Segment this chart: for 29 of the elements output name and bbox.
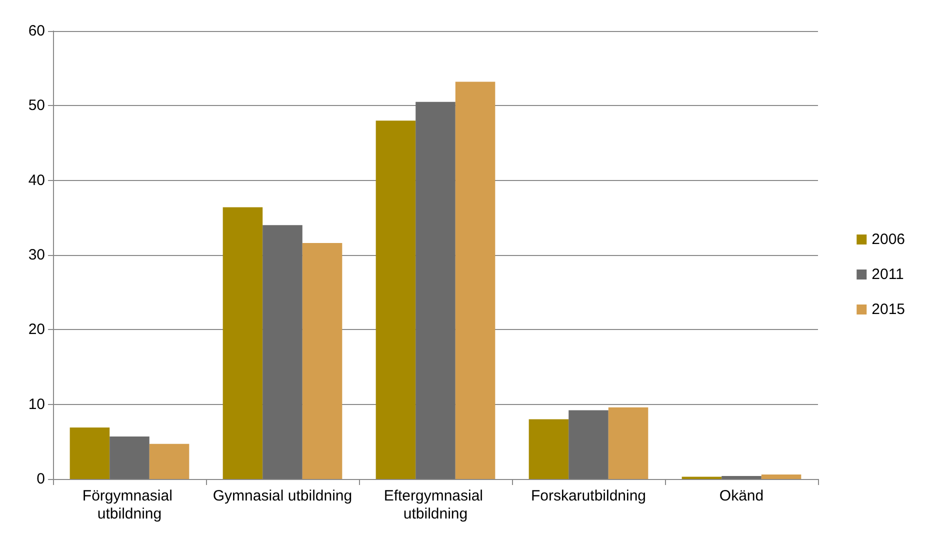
bar (222, 207, 263, 479)
y-tick-label: 50 (28, 97, 45, 114)
y-tick-label: 10 (28, 396, 45, 413)
bar (70, 427, 110, 479)
bar (149, 444, 190, 479)
bar (416, 102, 456, 479)
y-tick-label: 30 (28, 246, 45, 264)
bar (302, 243, 342, 479)
bar (110, 436, 150, 479)
bar (376, 120, 416, 479)
x-tick-label: Gymnasial utbildning (212, 488, 352, 504)
x-tick-label: Förgymnasial utbildning (82, 488, 177, 522)
y-tick-label: 40 (28, 172, 45, 189)
x-tick-label: Forskarutbildning (530, 488, 646, 504)
bar (262, 225, 302, 479)
bar (608, 407, 648, 479)
bar (455, 82, 496, 479)
bar (568, 410, 608, 479)
bar (722, 476, 762, 479)
x-tick-label: Eftergymnasial utbildning (384, 488, 488, 522)
x-tick-label: Okänd (719, 488, 764, 504)
legend-label: 2015 (872, 301, 906, 318)
legend-label: 2006 (872, 231, 906, 248)
y-tick-label: 0 (36, 470, 45, 488)
y-tick-label: 60 (28, 22, 45, 40)
bar (761, 474, 802, 479)
y-tick-label: 20 (28, 321, 45, 338)
legend-label: 2011 (872, 266, 904, 283)
bar (528, 419, 569, 479)
